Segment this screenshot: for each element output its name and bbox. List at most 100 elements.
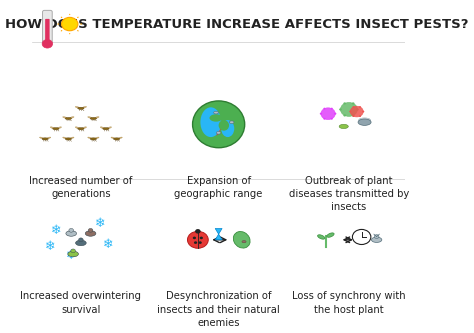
Circle shape: [69, 228, 73, 232]
Ellipse shape: [88, 117, 92, 118]
Ellipse shape: [70, 137, 74, 139]
Text: ❄: ❄: [95, 217, 106, 230]
Circle shape: [194, 241, 197, 244]
Ellipse shape: [118, 137, 122, 139]
Text: HOW DOES TEMPERATURE INCREASE AFFECTS INSECT PESTS?: HOW DOES TEMPERATURE INCREASE AFFECTS IN…: [6, 18, 469, 31]
Ellipse shape: [75, 240, 86, 246]
Ellipse shape: [75, 106, 80, 108]
Circle shape: [353, 106, 355, 108]
Text: ❄: ❄: [66, 249, 76, 262]
Circle shape: [359, 106, 361, 108]
Ellipse shape: [100, 127, 104, 129]
Ellipse shape: [90, 118, 97, 120]
Ellipse shape: [78, 107, 84, 109]
Text: ❄: ❄: [50, 224, 61, 237]
Circle shape: [349, 111, 351, 113]
FancyBboxPatch shape: [43, 10, 52, 44]
Ellipse shape: [90, 138, 97, 140]
Ellipse shape: [95, 137, 99, 139]
Ellipse shape: [233, 231, 250, 248]
Ellipse shape: [359, 118, 371, 122]
Circle shape: [79, 238, 83, 242]
Ellipse shape: [65, 138, 72, 140]
Ellipse shape: [372, 237, 382, 242]
Circle shape: [352, 229, 371, 244]
Circle shape: [195, 229, 201, 233]
Text: Outbreak of plant
diseases transmitted by
insects: Outbreak of plant diseases transmitted b…: [289, 176, 409, 212]
Ellipse shape: [63, 117, 67, 118]
Circle shape: [330, 118, 333, 120]
Circle shape: [343, 102, 346, 105]
Ellipse shape: [327, 233, 334, 237]
Circle shape: [320, 113, 322, 115]
Ellipse shape: [216, 132, 221, 134]
Circle shape: [362, 111, 365, 113]
Circle shape: [359, 115, 361, 117]
Ellipse shape: [358, 119, 371, 126]
Ellipse shape: [192, 101, 245, 148]
Ellipse shape: [107, 127, 111, 129]
Circle shape: [71, 249, 75, 253]
Ellipse shape: [113, 138, 120, 140]
Polygon shape: [215, 228, 222, 234]
Ellipse shape: [214, 111, 219, 114]
Circle shape: [353, 115, 355, 117]
Circle shape: [334, 113, 337, 115]
Circle shape: [340, 103, 357, 116]
Ellipse shape: [63, 137, 67, 139]
Ellipse shape: [78, 128, 84, 130]
Ellipse shape: [42, 138, 48, 140]
Text: ❄: ❄: [45, 240, 55, 253]
Ellipse shape: [85, 231, 96, 236]
Ellipse shape: [53, 128, 59, 130]
Ellipse shape: [359, 118, 371, 122]
Text: Loss of synchrony with
the host plant: Loss of synchrony with the host plant: [292, 291, 406, 315]
Ellipse shape: [39, 137, 44, 139]
Circle shape: [42, 40, 53, 48]
Polygon shape: [215, 234, 222, 240]
Ellipse shape: [95, 117, 99, 118]
Ellipse shape: [88, 137, 92, 139]
Text: Increased number of
generations: Increased number of generations: [29, 176, 133, 199]
Ellipse shape: [229, 121, 234, 124]
Circle shape: [193, 236, 196, 239]
Circle shape: [330, 108, 333, 110]
Ellipse shape: [82, 106, 87, 108]
Ellipse shape: [219, 120, 229, 131]
Circle shape: [88, 228, 93, 232]
Ellipse shape: [201, 107, 221, 137]
Circle shape: [343, 114, 346, 117]
Circle shape: [323, 108, 326, 110]
Circle shape: [321, 108, 335, 120]
Circle shape: [199, 241, 202, 244]
Ellipse shape: [57, 127, 62, 129]
Text: ❄: ❄: [103, 238, 113, 251]
Circle shape: [62, 17, 78, 31]
Ellipse shape: [210, 114, 222, 122]
Ellipse shape: [68, 251, 79, 257]
Ellipse shape: [242, 240, 246, 243]
Ellipse shape: [50, 127, 55, 129]
Ellipse shape: [66, 231, 76, 236]
Ellipse shape: [318, 235, 325, 239]
Circle shape: [350, 106, 363, 117]
Circle shape: [188, 231, 208, 248]
Circle shape: [374, 235, 379, 238]
Text: Expansion of
geographic range: Expansion of geographic range: [174, 176, 263, 199]
Ellipse shape: [82, 127, 87, 129]
Text: Increased overwintering
survival: Increased overwintering survival: [20, 291, 141, 315]
Circle shape: [356, 108, 359, 111]
Circle shape: [200, 236, 203, 239]
Circle shape: [339, 108, 342, 111]
Ellipse shape: [111, 137, 115, 139]
Ellipse shape: [75, 127, 80, 129]
Circle shape: [352, 114, 355, 117]
Ellipse shape: [339, 124, 348, 129]
Ellipse shape: [65, 118, 72, 120]
Ellipse shape: [46, 137, 51, 139]
Ellipse shape: [103, 128, 109, 130]
Ellipse shape: [221, 120, 234, 137]
Text: Desynchronization of
insects and their natural
enemies: Desynchronization of insects and their n…: [157, 291, 280, 328]
Circle shape: [323, 118, 326, 120]
Ellipse shape: [70, 117, 74, 118]
